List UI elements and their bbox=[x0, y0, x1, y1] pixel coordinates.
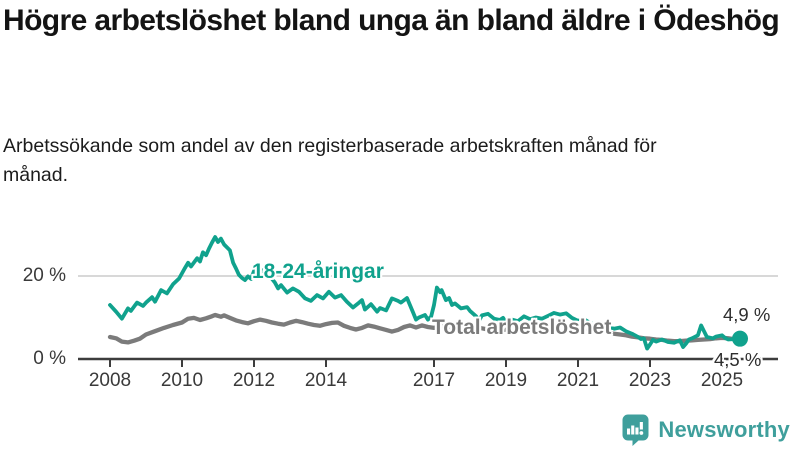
x-axis-tick-label: 2012 bbox=[232, 370, 276, 391]
x-axis-tick-label: 2023 bbox=[628, 370, 672, 391]
y-axis-tick-label: 20 % bbox=[22, 265, 66, 286]
logo-bar-chart-glyph bbox=[627, 422, 644, 435]
chart-subtitle: Arbetssökande som andel av den registerb… bbox=[3, 135, 657, 186]
line-chart: 20 % 0 % 2008 2010 2012 2014 2017 2019 2021 2023… bbox=[0, 220, 800, 410]
x-axis-tick-label: 2010 bbox=[160, 370, 204, 391]
series-end-dot bbox=[732, 330, 748, 347]
x-axis-tick-label: 2019 bbox=[484, 370, 528, 391]
end-value-label-young: 4,9 % bbox=[723, 304, 771, 325]
series-label-total: Total arbetslöshet bbox=[432, 316, 612, 339]
x-axis-tick-label: 2021 bbox=[556, 370, 600, 391]
end-value-label-total: 4,5 % bbox=[714, 349, 762, 370]
chart-title: Högre arbetslöshet bland unga än bland ä… bbox=[3, 4, 780, 37]
x-axis-tick-label: 2017 bbox=[412, 370, 456, 391]
brand-footer: Newsworthy bbox=[622, 414, 790, 446]
x-axis-tick-label: 2025 bbox=[700, 370, 744, 391]
newsworthy-logo-icon bbox=[622, 414, 649, 446]
x-axis-tick-label: 2014 bbox=[304, 370, 348, 391]
series-line-young bbox=[108, 235, 742, 351]
plot-svg bbox=[78, 235, 778, 367]
y-axis-tick-label: 0 % bbox=[33, 348, 66, 369]
series-label-young: 18-24-åringar bbox=[252, 260, 384, 283]
x-axis-tick-label: 2008 bbox=[88, 370, 132, 391]
brand-name: Newsworthy bbox=[658, 417, 790, 442]
